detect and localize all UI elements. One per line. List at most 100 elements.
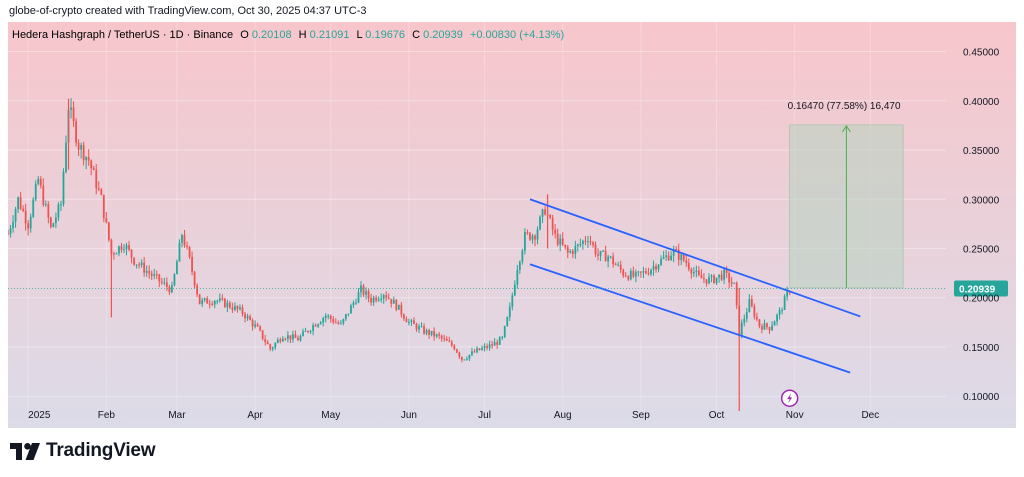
candle-body	[453, 345, 456, 350]
candle-body	[342, 319, 345, 324]
tradingview-logo-icon	[10, 442, 40, 460]
candle-body	[65, 142, 67, 173]
candle-body	[670, 255, 673, 261]
candle-body	[521, 250, 524, 262]
candle-body	[599, 251, 602, 256]
candle-body	[390, 298, 393, 304]
candle-body	[771, 325, 773, 331]
candle-body	[228, 302, 231, 308]
candle-body	[569, 250, 572, 253]
candle-body	[594, 244, 597, 255]
candle-body	[158, 274, 161, 282]
candle-body	[244, 313, 246, 319]
open-value: 0.20108	[252, 29, 292, 41]
candle-body	[551, 217, 554, 230]
candle-body	[213, 301, 216, 305]
candle-body	[655, 266, 657, 270]
candle-body	[362, 285, 365, 295]
candle-body	[564, 244, 567, 248]
candle-body	[100, 189, 103, 195]
candle-body	[723, 269, 726, 280]
candle-body	[392, 299, 395, 304]
low-label: L	[357, 29, 363, 41]
candle-body	[324, 315, 327, 319]
candle-body	[682, 254, 685, 261]
candle-body	[433, 330, 436, 337]
candle-body	[576, 244, 579, 246]
candle-body	[667, 255, 670, 261]
chart-watermark-header: globe-of-crypto created with TradingView…	[9, 5, 366, 17]
candle-body	[211, 303, 214, 305]
candle-body	[448, 340, 451, 342]
watermark-text: globe-of-crypto created with TradingView…	[9, 5, 367, 17]
drawings-layer[interactable]: 0.16470 (77.58%) 16,470 0.20939	[8, 101, 1008, 407]
y-tick-label: 0.30000	[963, 195, 1000, 206]
x-tick-label: Sep	[632, 410, 650, 421]
candle-body	[347, 313, 350, 315]
price-chart[interactable]: 0.16470 (77.58%) 16,470 0.20939 0.45000 0.…	[7, 22, 1016, 428]
candle-body	[466, 358, 468, 360]
candle-body	[357, 292, 360, 303]
candle-body	[571, 250, 574, 254]
candle-body	[612, 256, 615, 265]
candle-body	[720, 274, 723, 280]
high-value: 0.21091	[310, 29, 350, 41]
candle-body	[367, 291, 370, 299]
candle-body	[455, 349, 458, 353]
candle-body	[380, 298, 383, 300]
candle-body	[531, 235, 534, 240]
x-tick-label: Oct	[709, 410, 725, 421]
candle-body	[234, 305, 236, 310]
candle-body	[718, 274, 720, 278]
measure-arrow-head	[841, 125, 851, 133]
candle-body	[687, 263, 690, 270]
tradingview-footer[interactable]: TradingView	[10, 440, 156, 462]
candle-body	[559, 238, 562, 245]
x-tick-label: Aug	[554, 410, 572, 421]
candle-body	[261, 330, 264, 339]
candle-body	[622, 269, 625, 276]
candle-body	[143, 262, 146, 273]
y-tick-label: 0.45000	[963, 48, 1000, 59]
symbol-title: Hedera Hashgraph / TetherUS · 1D · Binan…	[12, 29, 564, 41]
candle-body	[660, 258, 662, 265]
candle-body	[37, 178, 40, 185]
candle-body	[191, 256, 193, 272]
candle-body	[476, 348, 478, 353]
candle-body	[496, 342, 499, 345]
candle-body	[645, 271, 647, 274]
candle-body	[430, 330, 433, 336]
candle-body	[471, 351, 473, 355]
x-tick-label: Jun	[401, 410, 417, 421]
candle-body	[733, 282, 736, 284]
candle-body	[705, 279, 708, 284]
candle-body	[566, 247, 569, 253]
x-tick-label: Mar	[168, 410, 186, 421]
candle-body	[113, 253, 115, 255]
candle-body	[130, 249, 133, 258]
candle-body	[639, 271, 642, 273]
candle-body	[150, 273, 153, 276]
candle-body	[491, 344, 494, 346]
candle-body	[478, 348, 481, 351]
candle-body	[309, 330, 312, 332]
candle-body	[339, 323, 342, 325]
candle-body	[730, 282, 733, 284]
candle-body	[776, 314, 778, 322]
candle-body	[32, 199, 35, 217]
candle-body	[168, 286, 171, 293]
measure-label: 0.16470 (77.58%) 16,470	[788, 101, 901, 112]
candle-body	[402, 314, 405, 319]
candle-body	[423, 326, 425, 334]
candle-body	[181, 235, 183, 243]
candle-body	[352, 302, 355, 306]
candle-body	[554, 229, 557, 234]
candle-body	[758, 319, 761, 327]
candle-body	[662, 257, 665, 259]
y-tick-label: 0.15000	[963, 343, 1000, 354]
candle-body	[246, 316, 249, 319]
channel-upper-line	[529, 198, 861, 318]
candle-body	[624, 275, 627, 277]
candle-body	[264, 338, 267, 343]
